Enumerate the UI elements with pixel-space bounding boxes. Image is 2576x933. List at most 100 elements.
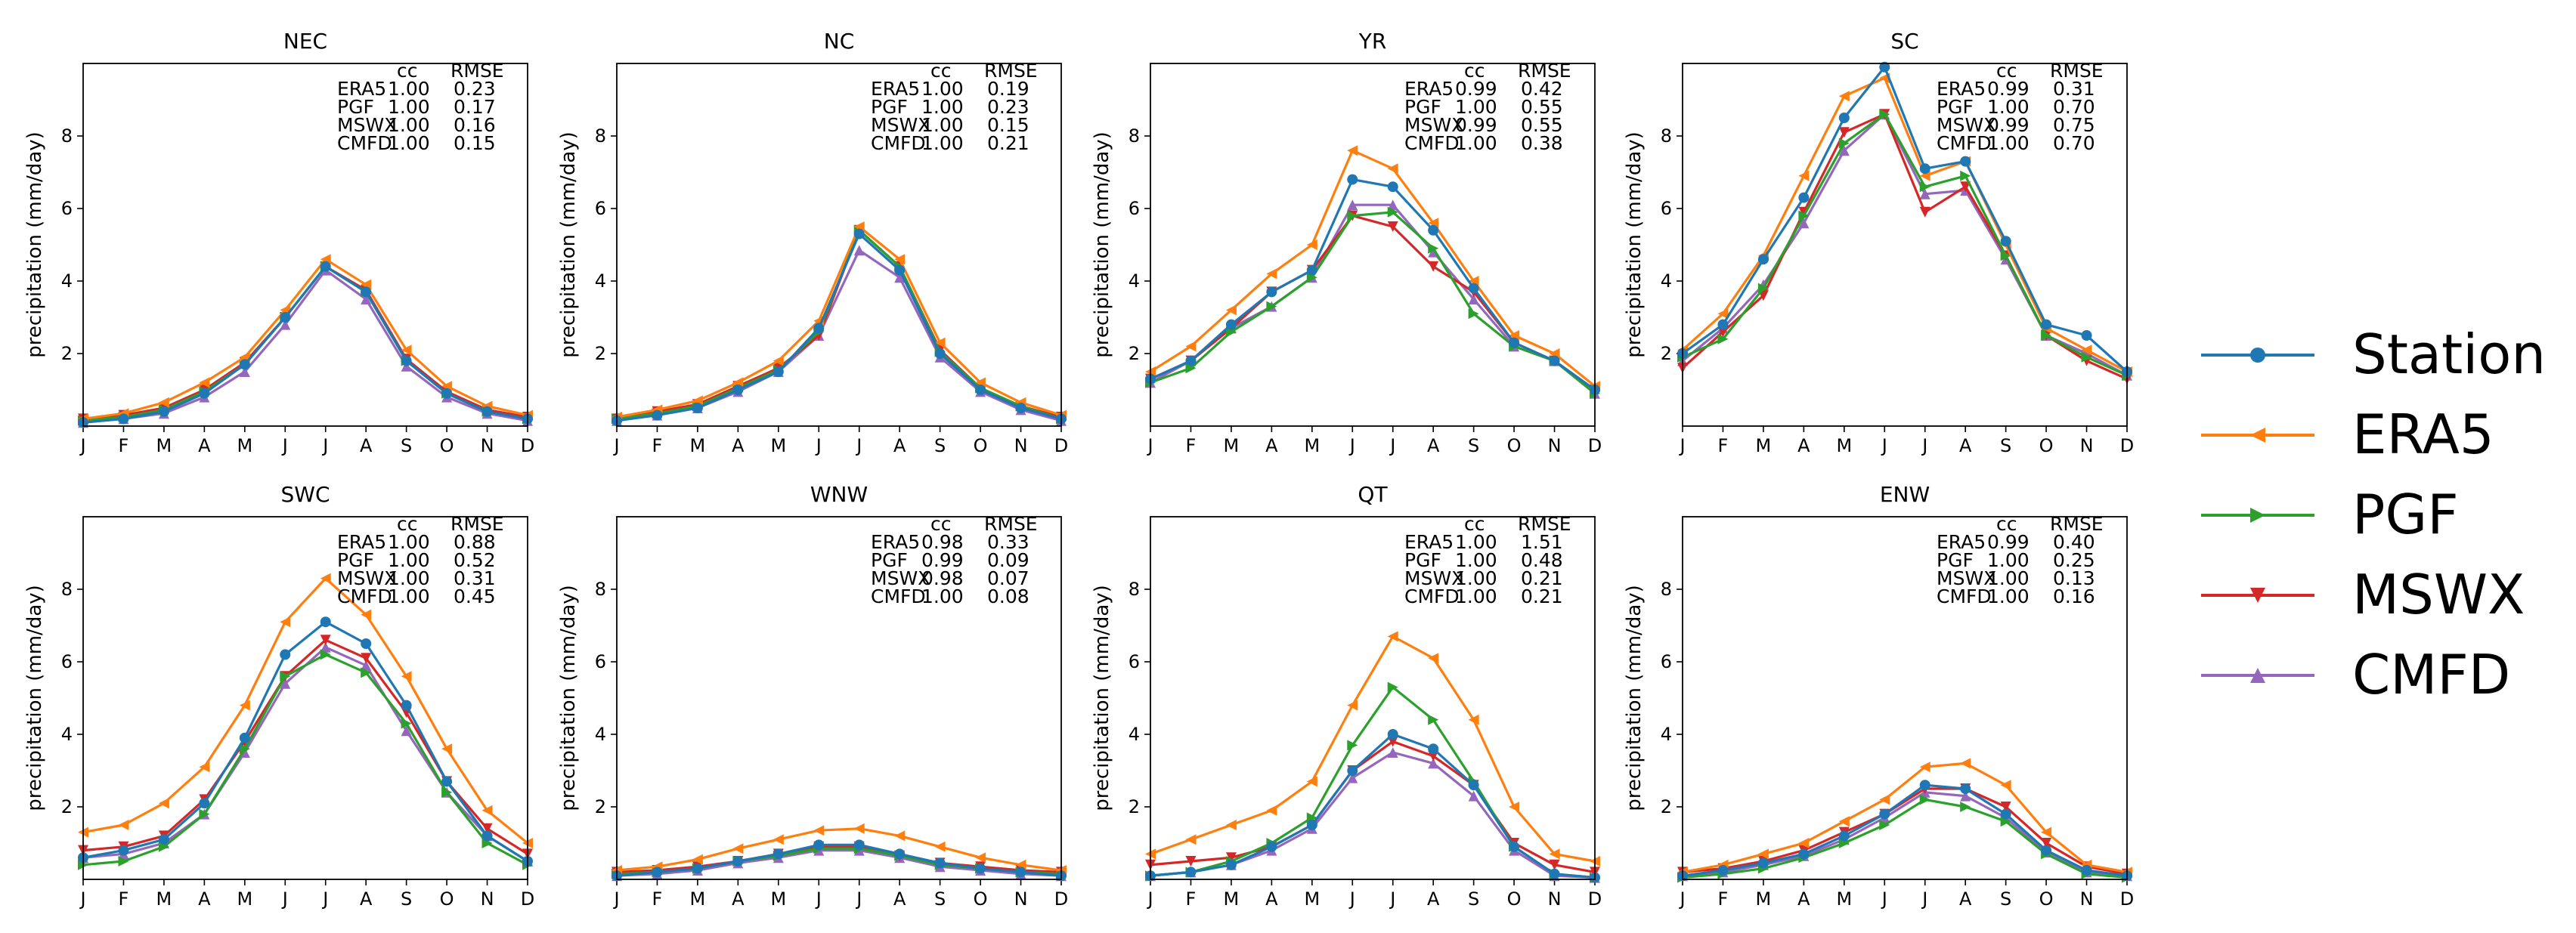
x-tick-label: J (281, 435, 288, 456)
series-line-era5 (1682, 762, 2128, 873)
data-point-era5 (975, 377, 986, 388)
stats-cc-value: 1.00 (1987, 549, 2030, 571)
stats-cc-value: 1.00 (1987, 132, 2030, 154)
data-point-era5 (280, 616, 291, 628)
series-line-mswx (1150, 740, 1596, 873)
data-point-mswx (1717, 326, 1729, 338)
data-point-cmfd (280, 319, 291, 330)
data-point-station (732, 856, 744, 867)
plot-frame (82, 63, 528, 427)
panel-nec: NEC precipitation (mm/day) 2 4 6 8 J F M A M J J A S O N… (23, 29, 534, 456)
stats-cc-value: 1.00 (921, 585, 964, 607)
stats-label: ERA5 (1937, 78, 1986, 100)
stats-cc-value: 0.98 (921, 531, 964, 553)
stats-rmse-value: 0.16 (2053, 585, 2095, 607)
stats-label: PGF (1404, 96, 1441, 118)
stats-cc-value: 0.99 (921, 549, 964, 571)
stats-rmse-value: 1.51 (1521, 531, 1563, 553)
plot-frame (82, 516, 528, 880)
stats-cc-value: 0.99 (1987, 114, 2030, 136)
data-point-pgf (1838, 137, 1850, 149)
data-point-mswx (1549, 859, 1560, 870)
data-point-cmfd (1387, 747, 1398, 758)
data-point-station (118, 845, 129, 856)
data-point-era5 (1549, 848, 1560, 860)
series-cmfd (78, 641, 533, 867)
series-line-cmfd (82, 646, 528, 863)
data-point-station (280, 649, 291, 660)
data-point-cmfd (280, 678, 291, 689)
data-point-era5 (158, 798, 169, 809)
stats-cc-value: 1.00 (1987, 96, 2030, 118)
stats-cc-value: 1.00 (388, 132, 430, 154)
data-point-mswx (1838, 127, 1850, 138)
stats-cc-value: 1.00 (1455, 567, 1497, 589)
series-line-era5 (1150, 149, 1596, 388)
data-point-era5 (1919, 762, 1930, 773)
series-station (1145, 174, 1600, 395)
x-tick-label: M (770, 888, 786, 910)
legend-marker-mswx (2250, 588, 2265, 603)
data-point-era5 (1225, 820, 1237, 830)
y-tick-label: 4 (61, 270, 73, 292)
series-line-station (82, 620, 528, 863)
x-tick-label: D (2120, 435, 2134, 456)
stats-label: CMFD (337, 132, 392, 154)
data-point-station (934, 857, 946, 869)
plot-frame (1150, 516, 1596, 880)
data-point-cmfd (1387, 199, 1398, 211)
legend-entry-station: Station (2201, 323, 2546, 386)
x-tick-label: S (401, 888, 412, 910)
stats-rmse-value: 0.16 (454, 114, 496, 136)
series-line-cmfd (82, 269, 528, 424)
data-point-station (652, 867, 663, 878)
data-point-era5 (158, 397, 169, 408)
x-tick-label: J (1921, 435, 1927, 456)
x-tick-label: F (1186, 888, 1197, 910)
stats-cc-value: 1.00 (1987, 567, 2030, 589)
stats-cc-value: 1.00 (388, 114, 430, 136)
data-point-station (118, 413, 129, 425)
data-point-cmfd (1347, 199, 1358, 211)
x-tick-label: D (1588, 435, 1602, 456)
data-point-station (2081, 865, 2092, 876)
series-station (611, 228, 1067, 426)
data-point-station (2000, 236, 2011, 247)
data-point-station (1015, 403, 1026, 413)
panel-enw: ENW precipitation (mm/day) 2 4 6 8 J F M A M J J A S O N… (1623, 482, 2134, 910)
data-point-pgf (1428, 243, 1439, 254)
stats-label: PGF (337, 96, 374, 118)
data-point-pgf (2041, 330, 2052, 341)
data-point-pgf (1919, 794, 1930, 805)
stats-rmse-value: 0.23 (987, 96, 1029, 118)
y-axis-label: precipitation (mm/day) (1623, 131, 1646, 358)
panel-nc: NC precipitation (mm/day) 2 4 6 8 J F M A M J J A S O N D… (557, 29, 1068, 456)
y-tick-label: 6 (1129, 651, 1140, 672)
x-tick-label: D (2120, 888, 2134, 910)
data-point-mswx (1387, 221, 1398, 232)
data-point-station (1266, 841, 1277, 852)
data-point-era5 (692, 854, 703, 865)
stats-cc-value: 1.00 (388, 567, 430, 589)
stats-label: ERA5 (337, 78, 386, 100)
data-point-station (158, 406, 169, 417)
x-tick-label: D (521, 435, 534, 456)
data-point-station (361, 638, 372, 649)
data-point-station (1185, 355, 1197, 366)
stats-cc-value: 0.99 (1455, 114, 1497, 136)
data-point-era5 (1798, 838, 1810, 848)
data-point-era5 (401, 671, 412, 682)
data-point-mswx (481, 823, 493, 834)
data-point-era5 (2000, 780, 2011, 791)
x-tick-label: A (732, 888, 745, 910)
data-point-pgf (1919, 181, 1930, 193)
y-tick-label: 2 (61, 796, 73, 817)
series-cmfd (78, 264, 533, 428)
data-point-station (1509, 337, 1520, 348)
stats-label: MSWX (871, 114, 930, 136)
data-point-station (441, 776, 453, 787)
stats-label: MSWX (337, 114, 397, 136)
data-point-era5 (732, 377, 744, 388)
x-tick-label: O (974, 888, 988, 910)
legend-entry-pgf: PGF (2201, 483, 2459, 546)
